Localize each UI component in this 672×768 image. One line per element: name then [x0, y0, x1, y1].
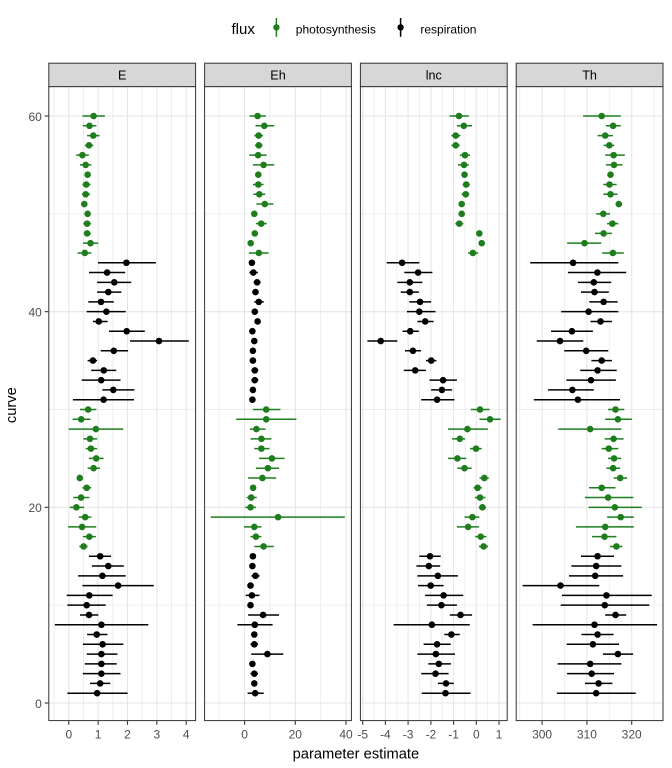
svg-text:20: 20 — [28, 501, 42, 515]
svg-text:-3: -3 — [403, 728, 414, 742]
svg-text:300: 300 — [532, 728, 552, 742]
svg-text:0: 0 — [35, 697, 42, 711]
svg-text:-5: -5 — [357, 728, 368, 742]
svg-text:-2: -2 — [426, 728, 437, 742]
svg-text:40: 40 — [28, 305, 42, 319]
svg-text:0: 0 — [473, 728, 480, 742]
svg-text:310: 310 — [577, 728, 597, 742]
svg-text:20: 20 — [289, 728, 303, 742]
svg-text:-1: -1 — [448, 728, 459, 742]
svg-text:4: 4 — [183, 728, 190, 742]
svg-text:lnc: lnc — [426, 69, 442, 83]
svg-text:photosynthesis: photosynthesis — [296, 22, 376, 36]
svg-text:40: 40 — [339, 728, 353, 742]
svg-text:-4: -4 — [380, 728, 391, 742]
svg-text:0: 0 — [65, 728, 72, 742]
svg-text:parameter estimate: parameter estimate — [293, 746, 420, 762]
svg-text:1: 1 — [95, 728, 102, 742]
svg-text:Th: Th — [582, 69, 597, 83]
svg-text:E: E — [118, 69, 126, 83]
svg-text:flux: flux — [232, 21, 256, 38]
svg-text:0: 0 — [241, 728, 248, 742]
svg-text:respiration: respiration — [420, 22, 476, 36]
svg-text:60: 60 — [28, 110, 42, 124]
svg-text:curve: curve — [4, 387, 20, 423]
svg-text:Eh: Eh — [270, 69, 285, 83]
svg-text:2: 2 — [124, 728, 131, 742]
svg-text:320: 320 — [622, 728, 642, 742]
svg-text:3: 3 — [154, 728, 161, 742]
svg-text:1: 1 — [496, 728, 503, 742]
